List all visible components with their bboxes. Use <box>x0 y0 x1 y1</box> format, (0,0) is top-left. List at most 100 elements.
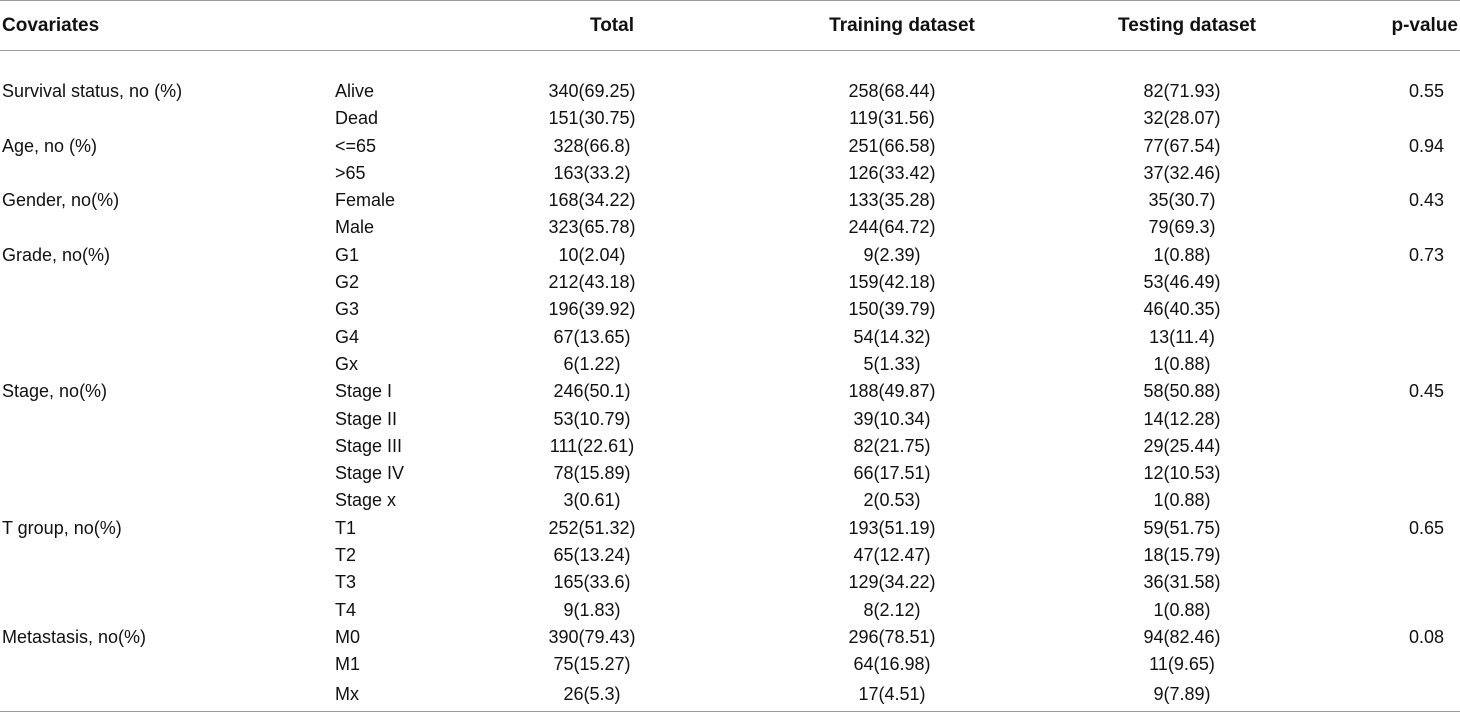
category-cell: Stage x <box>335 490 397 511</box>
training-cell: 126(33.42) <box>848 162 936 183</box>
header-p-value: p-value <box>1337 0 1460 51</box>
total-cell: 65(13.24) <box>553 544 631 565</box>
testing-cell: 9(7.89) <box>1057 678 1337 712</box>
total-cell: 10(2.04) <box>558 244 626 265</box>
category-cell: <=65 <box>335 135 377 156</box>
category-cell: T4 <box>335 599 357 620</box>
table-row: Dead 151(30.75) 119(31.56) 32(28.07) <box>0 105 1460 132</box>
covariate-cell <box>0 678 335 712</box>
training-cell: 54(14.32) <box>853 326 931 347</box>
category-cell: M1 <box>335 654 361 675</box>
table-row: Grade, no(%) G1 10(2.04) 9(2.39) 1(0.88) 0.73 <box>0 242 1460 269</box>
covariate-cell: Gender, no(%) <box>2 190 120 211</box>
table-row: T group, no(%) T1 252(51.32) 193(51.19) 59(5… <box>0 515 1460 542</box>
p-value-cell <box>1337 405 1460 432</box>
table-row: Age, no (%) <=65 328(66.8) 251(66.58) 77(67.… <box>0 132 1460 159</box>
category-cell: G3 <box>335 299 360 320</box>
covariate-cell <box>0 460 335 487</box>
testing-cell: 1(0.88) <box>1153 244 1211 265</box>
p-value-cell <box>1337 160 1460 187</box>
category-cell: T1 <box>335 517 357 538</box>
covariate-cell <box>0 405 335 432</box>
testing-cell: 29(25.44) <box>1143 435 1221 456</box>
covariate-cell <box>0 269 335 296</box>
testing-cell: 14(12.28) <box>1143 408 1221 429</box>
testing-cell: 58(50.88) <box>1143 381 1221 402</box>
training-cell: 188(49.87) <box>848 381 936 402</box>
covariate-cell: Grade, no(%) <box>2 244 111 265</box>
p-value-cell: 0.55 <box>1408 80 1444 101</box>
testing-cell: 46(40.35) <box>1143 299 1221 320</box>
testing-cell: 82(71.93) <box>1143 80 1221 101</box>
table-row: Metastasis, no(%) M0 390(79.43) 296(78.51) 9… <box>0 624 1460 651</box>
training-cell: 8(2.12) <box>863 599 921 620</box>
covariate-cell <box>0 569 335 596</box>
header-covariates: Covariates <box>0 0 335 51</box>
testing-cell: 1(0.88) <box>1153 599 1211 620</box>
total-cell: 252(51.32) <box>548 517 636 538</box>
testing-cell: 18(15.79) <box>1143 544 1221 565</box>
category-cell: G4 <box>335 326 360 347</box>
training-cell: 119(31.56) <box>849 108 935 129</box>
table-row: Stage II 53(10.79) 39(10.34) 14(12.28) <box>0 405 1460 432</box>
covariate-cell: Stage, no(%) <box>2 381 108 402</box>
testing-cell: 1(0.88) <box>1153 353 1211 374</box>
category-cell: Male <box>335 217 375 238</box>
header-total: Total <box>477 0 767 51</box>
table-row: Survival status, no (%) Alive 340(69.25) 25… <box>0 78 1460 105</box>
total-cell: 165(33.6) <box>553 572 631 593</box>
total-cell: 246(50.1) <box>553 381 631 402</box>
covariate-cell <box>0 433 335 460</box>
total-cell: 3(0.61) <box>563 490 621 511</box>
covariate-cell <box>0 105 335 132</box>
training-cell: 2(0.53) <box>863 490 921 511</box>
p-value-cell <box>1337 542 1460 569</box>
total-cell: 67(13.65) <box>553 326 631 347</box>
table-row: Gender, no(%) Female 168(34.22) 133(35.28) 3… <box>0 187 1460 214</box>
training-cell: 9(2.39) <box>863 244 921 265</box>
table-row: G3 196(39.92) 150(39.79) 46(40.35) <box>0 296 1460 323</box>
p-value-cell <box>1337 569 1460 596</box>
covariate-cell <box>0 323 335 350</box>
testing-cell: 94(82.46) <box>1143 626 1221 647</box>
table-row: G4 67(13.65) 54(14.32) 13(11.4) <box>0 323 1460 350</box>
testing-cell: 11(9.65) <box>1149 654 1215 675</box>
table-row: T4 9(1.83) 8(2.12) 1(0.88) <box>0 596 1460 623</box>
testing-cell: 12(10.53) <box>1143 463 1221 484</box>
p-value-cell <box>1337 323 1460 350</box>
testing-cell: 53(46.49) <box>1143 272 1221 293</box>
table-row: Gx 6(1.22) 5(1.33) 1(0.88) <box>0 351 1460 378</box>
training-cell: 244(64.72) <box>848 217 936 238</box>
category-cell: M0 <box>335 626 361 647</box>
category-cell: Stage III <box>335 435 403 456</box>
testing-cell: 59(51.75) <box>1143 517 1221 538</box>
category-cell: G1 <box>335 244 360 265</box>
total-cell: 323(65.78) <box>548 217 636 238</box>
category-cell: Stage I <box>335 381 393 402</box>
training-cell: 258(68.44) <box>848 80 936 101</box>
table-header: Covariates Total Training dataset Testin… <box>0 0 1460 51</box>
p-value-cell <box>1337 651 1460 678</box>
table-row: G2 212(43.18) 159(42.18) 53(46.49) <box>0 269 1460 296</box>
category-cell: Gx <box>335 353 359 374</box>
p-value-cell: 0.43 <box>1408 190 1444 211</box>
table-row: Stage x 3(0.61) 2(0.53) 1(0.88) <box>0 487 1460 514</box>
training-cell: 129(34.22) <box>848 572 936 593</box>
table-row: T3 165(33.6) 129(34.22) 36(31.58) <box>0 569 1460 596</box>
training-cell: 17(4.51) <box>767 678 1057 712</box>
testing-cell: 77(67.54) <box>1143 135 1221 156</box>
table-row: Stage III 111(22.61) 82(21.75) 29(25.44) <box>0 433 1460 460</box>
header-category <box>335 0 477 51</box>
header-testing-dataset: Testing dataset <box>1057 0 1337 51</box>
header-spacer <box>0 51 1460 78</box>
p-value-cell <box>1337 487 1460 514</box>
table-row: T2 65(13.24) 47(12.47) 18(15.79) <box>0 542 1460 569</box>
covariate-cell <box>0 542 335 569</box>
total-cell: 212(43.18) <box>548 272 636 293</box>
p-value-cell <box>1337 214 1460 241</box>
table-row: Stage IV 78(15.89) 66(17.51) 12(10.53) <box>0 460 1460 487</box>
covariate-cell <box>0 296 335 323</box>
category-cell: Alive <box>335 80 375 101</box>
total-cell: 9(1.83) <box>563 599 621 620</box>
